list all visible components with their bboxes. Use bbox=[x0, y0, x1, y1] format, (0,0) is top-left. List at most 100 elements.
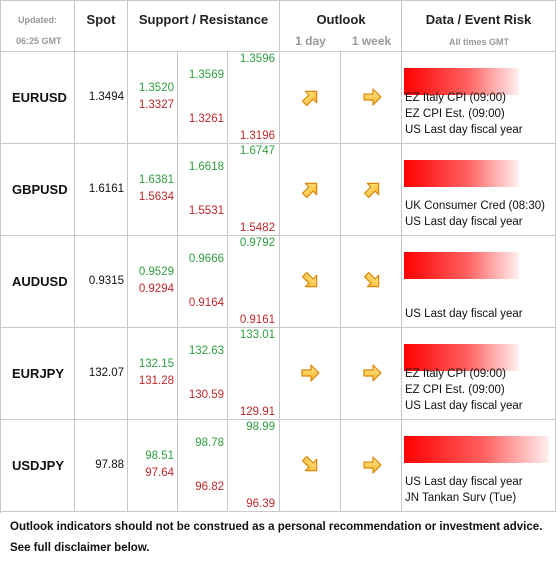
outlook-arrow bbox=[362, 86, 384, 108]
spot-cell bbox=[75, 328, 128, 420]
outlook-cell bbox=[280, 236, 341, 328]
resistance: 98.78 bbox=[195, 437, 224, 449]
level-cell bbox=[229, 144, 280, 236]
event-cell bbox=[402, 236, 556, 328]
event-text: JN Tankan Surv (Tue) bbox=[405, 492, 517, 504]
event-text: US Last day fiscal year bbox=[405, 216, 523, 228]
support: 1.5482 bbox=[239, 222, 275, 234]
pair-name: USDJPY bbox=[12, 458, 65, 473]
outlook-arrow bbox=[362, 178, 384, 200]
level-cell bbox=[128, 328, 178, 420]
header-cell bbox=[0, 0, 75, 52]
outlook-header-cell bbox=[280, 0, 402, 52]
arrow-shape bbox=[301, 90, 318, 107]
risk-bar bbox=[404, 160, 519, 187]
event-text: US Last day fiscal year bbox=[405, 476, 523, 488]
arrow-shape bbox=[301, 364, 320, 382]
level-cell bbox=[128, 236, 178, 328]
outlook-1week: 1 week bbox=[351, 34, 392, 48]
level-cell bbox=[178, 420, 228, 512]
spot-cell bbox=[75, 236, 128, 328]
level-cell bbox=[229, 420, 280, 512]
event-text: US Last day fiscal year bbox=[405, 124, 523, 136]
event-text: EZ CPI Est. (09:00) bbox=[405, 384, 505, 396]
support: 0.9161 bbox=[239, 314, 275, 326]
support: 96.39 bbox=[246, 498, 275, 510]
arrow-icon bbox=[363, 88, 382, 106]
support: 96.82 bbox=[195, 481, 224, 493]
level-cell bbox=[128, 144, 178, 236]
event-text: EZ CPI Est. (09:00) bbox=[405, 108, 505, 120]
support: 1.5634 bbox=[138, 191, 174, 203]
support: 1.5531 bbox=[188, 205, 224, 217]
arrow-shape bbox=[363, 271, 380, 288]
event-cell bbox=[402, 328, 556, 420]
outlook-cell bbox=[341, 328, 402, 420]
support: 1.3196 bbox=[239, 130, 275, 142]
spot-value: 132.07 bbox=[88, 367, 124, 379]
outlook-cell bbox=[280, 52, 341, 144]
disclaimer: See full disclaimer below. bbox=[10, 542, 150, 554]
support: 129.91 bbox=[239, 406, 275, 418]
arrow-shape bbox=[363, 182, 380, 199]
pair-cell bbox=[0, 144, 75, 236]
resistance: 132.15 bbox=[138, 358, 174, 370]
pair-name: EURUSD bbox=[12, 90, 67, 105]
resistance: 133.01 bbox=[239, 329, 275, 341]
resistance: 132.63 bbox=[188, 345, 224, 357]
arrow-shape bbox=[363, 364, 382, 382]
event-subheader: All times GMT bbox=[448, 37, 509, 47]
event-header: Data / Event Risk bbox=[402, 0, 556, 52]
arrow-shape bbox=[301, 455, 318, 472]
support: 130.59 bbox=[188, 389, 224, 401]
arrow-icon bbox=[363, 456, 382, 474]
outlook-arrow bbox=[300, 454, 322, 476]
outlook-arrow bbox=[300, 86, 322, 108]
outlook-cell bbox=[341, 52, 402, 144]
outlook-cell bbox=[280, 328, 341, 420]
outlook-arrow bbox=[300, 178, 322, 200]
arrow-icon bbox=[301, 182, 318, 199]
outlook-cell bbox=[280, 144, 341, 236]
event-text: US Last day fiscal year bbox=[405, 400, 523, 412]
support: 1.3327 bbox=[138, 99, 174, 111]
arrow-icon bbox=[301, 455, 318, 472]
support: 1.3261 bbox=[188, 113, 224, 125]
outlook-1day: 1 day bbox=[295, 34, 326, 48]
spot-value: 0.9315 bbox=[88, 275, 124, 287]
arrow-icon bbox=[363, 182, 380, 199]
table-frame bbox=[0, 0, 556, 513]
support: 0.9164 bbox=[188, 297, 224, 309]
level-cell bbox=[178, 144, 228, 236]
spot-cell bbox=[75, 52, 128, 144]
spot-header: Spot bbox=[75, 0, 128, 52]
level-cell bbox=[229, 328, 280, 420]
event-cell bbox=[402, 144, 556, 236]
outlook-cell bbox=[341, 236, 402, 328]
risk-bar bbox=[404, 436, 549, 463]
arrow-icon bbox=[301, 90, 318, 107]
resistance: 1.3569 bbox=[188, 69, 224, 81]
disclaimer: Outlook indicators should not be constru… bbox=[10, 521, 543, 533]
resistance: 1.3520 bbox=[138, 82, 174, 94]
level-cell bbox=[229, 236, 280, 328]
resistance: 1.6618 bbox=[188, 161, 224, 173]
outlook-arrow bbox=[362, 362, 384, 384]
resistance: 98.99 bbox=[246, 421, 275, 433]
risk-bar bbox=[404, 344, 519, 371]
resistance: 0.9529 bbox=[138, 266, 174, 278]
event-cell bbox=[402, 420, 556, 512]
level-cell bbox=[178, 236, 228, 328]
resistance: 1.3596 bbox=[239, 53, 275, 65]
resistance: 0.9792 bbox=[239, 237, 275, 249]
pair-cell bbox=[0, 52, 75, 144]
spot-cell bbox=[75, 144, 128, 236]
spot-value: 1.3494 bbox=[88, 91, 124, 103]
support: 0.9294 bbox=[138, 283, 174, 295]
risk-bar bbox=[404, 252, 519, 279]
arrow-shape bbox=[363, 88, 382, 106]
resistance: 1.6381 bbox=[138, 174, 174, 186]
outlook-arrow bbox=[300, 270, 322, 292]
resistance: 98.51 bbox=[145, 450, 174, 462]
